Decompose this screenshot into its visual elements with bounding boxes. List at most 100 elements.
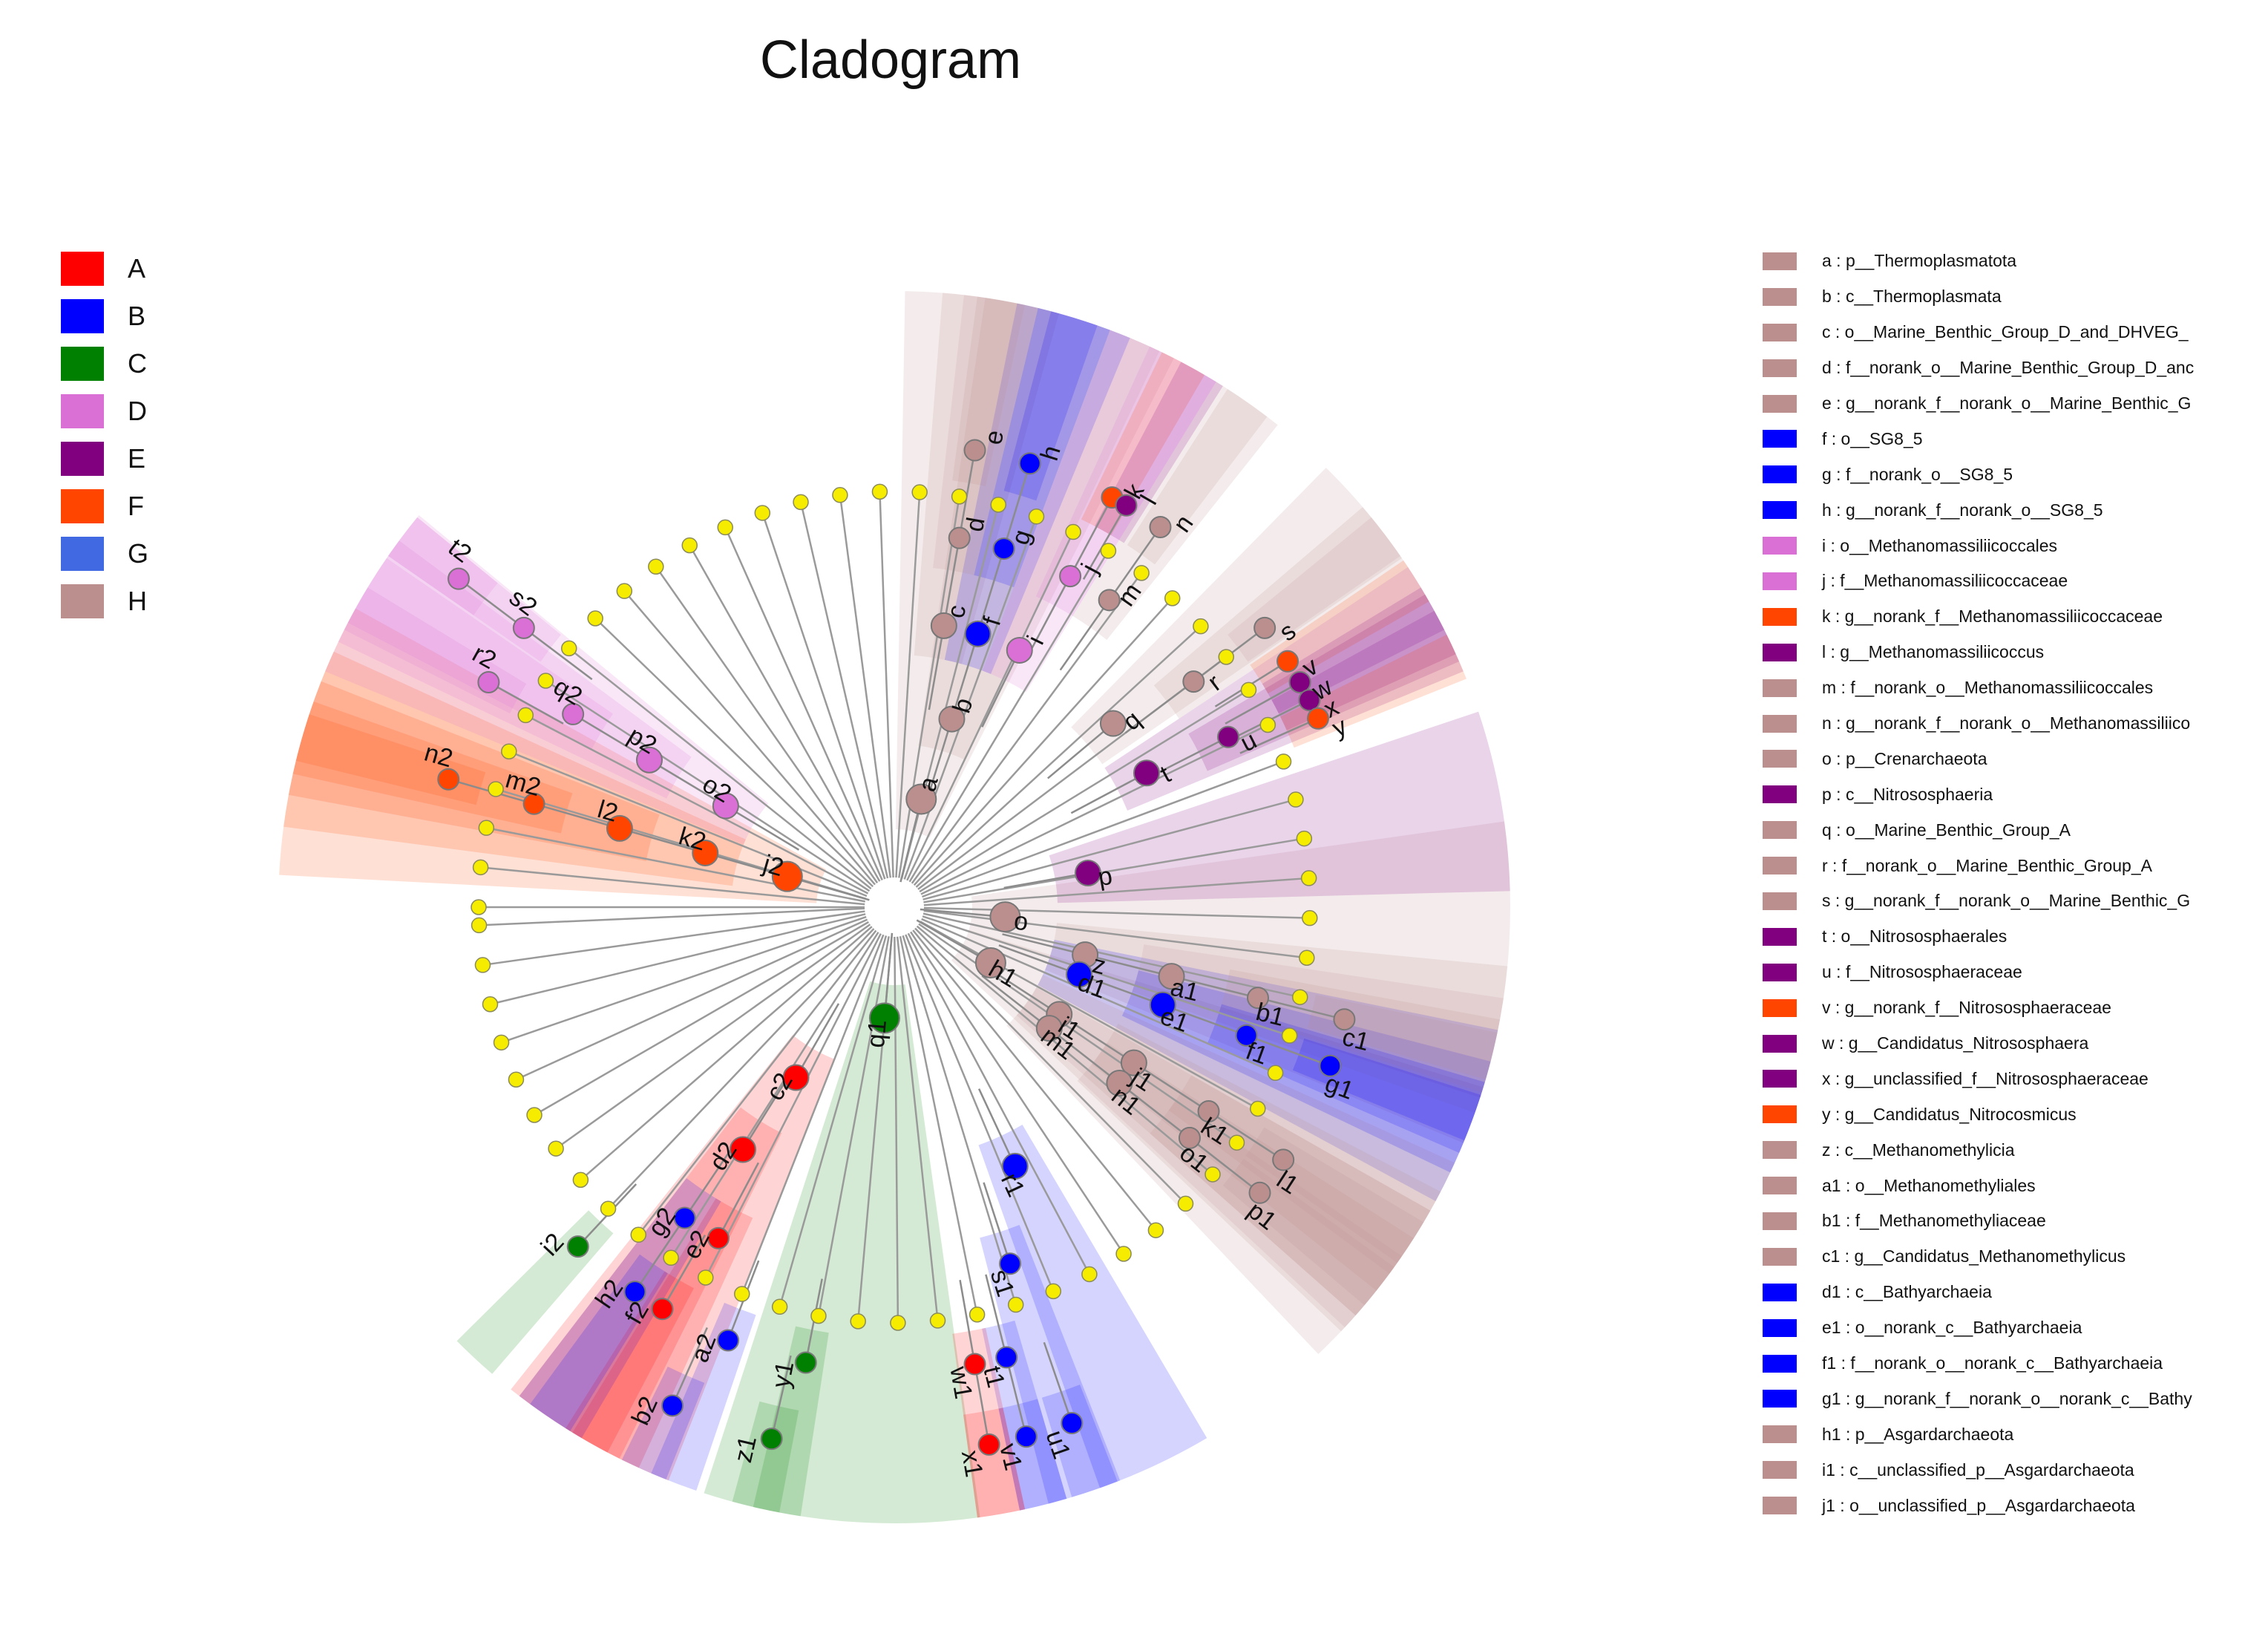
taxa-key-item: a1 : o__Methanomethyliales [1763, 1168, 2238, 1203]
node-p [1074, 859, 1101, 886]
background-branch [508, 751, 868, 898]
taxa-key-swatch [1763, 1070, 1797, 1088]
background-leaf [681, 537, 698, 554]
background-branch [534, 921, 869, 1117]
background-leaf [1228, 1134, 1245, 1151]
branch-s1 [983, 1182, 1012, 1264]
taxa-key-label: i1 : c__unclassified_p__Asgardarchaeota [1822, 1459, 2134, 1480]
background-branch [922, 912, 1300, 998]
taxa-key-swatch [1763, 607, 1797, 626]
node-s2 [512, 616, 535, 639]
branch-c1 [1261, 998, 1345, 1021]
node-w [1288, 670, 1311, 693]
background-branch [482, 910, 865, 967]
branch-t [1070, 772, 1147, 814]
taxa-key-item: f : o__SG8_5 [1763, 421, 2238, 457]
background-leaf [548, 1140, 564, 1157]
taxa-key-label: z : c__Methanomethylicia [1822, 1140, 2015, 1160]
background-branch [895, 491, 921, 878]
node-t [1133, 759, 1160, 787]
branch-r1 [977, 1088, 1016, 1167]
background-leaf [508, 1071, 525, 1088]
node-d2 [729, 1136, 756, 1163]
taxa-key-label: t : o__Nitrososphaerales [1822, 926, 2008, 947]
node-l [1115, 494, 1138, 517]
legend-label: A [128, 253, 146, 284]
taxa-key: a : p__Thermoplasmatota b : c__Thermoplas… [1763, 243, 2238, 1523]
background-leaf [717, 519, 733, 536]
background-leaf [1299, 949, 1315, 966]
background-branch [908, 550, 1110, 883]
taxa-key-swatch [1763, 1354, 1797, 1373]
background-leaf [1028, 509, 1045, 525]
taxa-key-item: c1 : g__Candidatus_Methanomethylicus [1763, 1239, 2238, 1275]
node-b2 [661, 1394, 684, 1417]
background-leaf [478, 820, 495, 836]
taxa-key-item: c : o__Marine_Benthic_Group_D_and_DHVEG_ [1763, 315, 2238, 350]
branch-q [1047, 722, 1114, 779]
node-l1 [1272, 1148, 1295, 1171]
legend-swatch [61, 394, 104, 428]
clade-highlight [1104, 566, 1464, 811]
background-branch [741, 934, 885, 1295]
background-leaf [1205, 1166, 1221, 1183]
background-leaf [482, 996, 499, 1013]
background-leaf [1240, 681, 1257, 699]
branch-t1 [985, 1274, 1008, 1358]
node-label-v1: v1 [994, 1440, 1028, 1473]
background-branch [920, 724, 1268, 895]
branch-q2 [572, 713, 647, 759]
background-branch [515, 918, 868, 1081]
node-y1 [794, 1351, 817, 1374]
taxa-key-swatch [1763, 998, 1797, 1017]
node-h2 [623, 1281, 646, 1304]
node-label-q1: q1 [862, 1019, 892, 1049]
node-a1 [1158, 963, 1185, 990]
background-branch [923, 909, 1307, 959]
taxa-key-item: y : g__Candidatus_Nitrocosmicus [1763, 1096, 2238, 1132]
clade-highlight [1049, 711, 1510, 903]
taxa-key-label: p : c__Nitrososphaeria [1822, 784, 1993, 804]
background-leaf [1115, 1246, 1132, 1262]
background-leaf [1164, 590, 1181, 607]
taxa-key-label: b1 : f__Methanomethyliaceae [1822, 1211, 2046, 1231]
background-leaf [630, 1226, 646, 1243]
background-branch [779, 935, 888, 1307]
clade-highlight [968, 821, 1511, 1098]
taxa-key-label: w : g__Candidatus_Nitrososphaera [1822, 1033, 2089, 1053]
background-leaf [698, 1269, 714, 1286]
legend-item-G: G [61, 530, 148, 578]
background-leaf [488, 781, 504, 797]
branch-g2 [684, 1146, 733, 1219]
background-leaf [587, 610, 603, 627]
background-leaf [1147, 1222, 1164, 1238]
background-branch [902, 935, 1017, 1305]
node-k1 [1197, 1100, 1220, 1123]
background-leaf [1081, 1266, 1098, 1283]
taxa-key-label: f1 : f__norank_o__norank_c__Bathyarchaei… [1822, 1353, 2163, 1373]
background-branch [906, 532, 1075, 881]
taxa-key-swatch [1763, 1034, 1797, 1053]
taxa-key-item: q : o__Marine_Benthic_Group_A [1763, 812, 2238, 848]
taxa-key-swatch [1763, 501, 1797, 520]
node-label-z1: z1 [729, 1433, 762, 1465]
branch-l2 [619, 827, 702, 853]
taxa-key-label: a1 : o__Methanomethyliales [1822, 1175, 2036, 1195]
clade-highlight [1168, 1075, 1431, 1274]
taxa-key-swatch [1763, 394, 1797, 413]
background-leaf [1302, 909, 1318, 926]
taxa-key-item: b : c__Thermoplasmata [1763, 279, 2238, 315]
node-r1 [1001, 1152, 1029, 1180]
node-j [1059, 565, 1082, 588]
background-branch [689, 544, 881, 882]
taxa-key-item: j : f__Methanomassiliicoccaceae [1763, 563, 2238, 599]
taxa-key-item: p : c__Nitrososphaeria [1763, 777, 2238, 812]
node-label-w1: w1 [944, 1364, 977, 1401]
node-i2 [566, 1235, 589, 1258]
branch-d2 [741, 1076, 789, 1151]
clade-highlight [980, 1224, 1121, 1504]
taxa-key-swatch [1763, 430, 1797, 448]
taxa-key-swatch [1763, 857, 1797, 875]
taxa-key-label: d : f__norank_o__Marine_Benthic_Group_D_… [1822, 358, 2195, 378]
clade-highlight [982, 1320, 1067, 1511]
